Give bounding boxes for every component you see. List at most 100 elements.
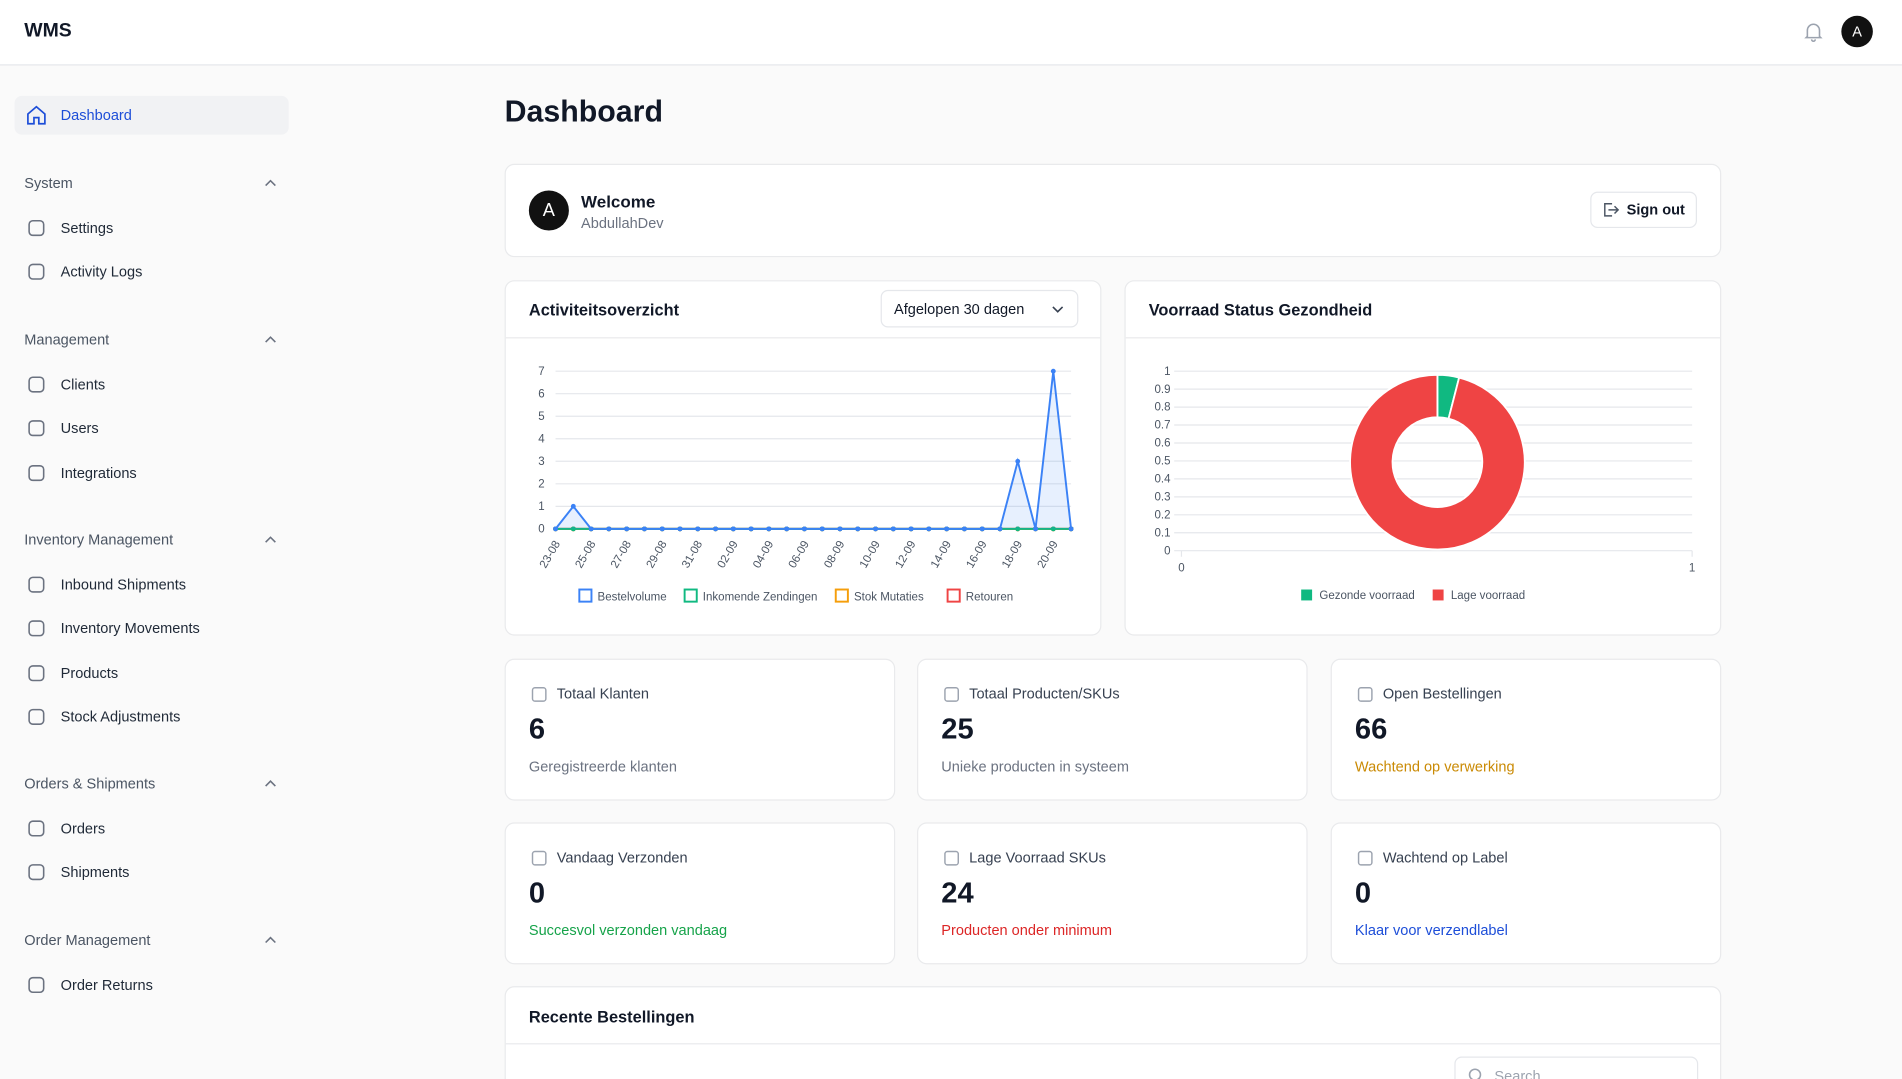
stat-note: Unieke producten in systeem bbox=[941, 758, 1129, 776]
nav-item[interactable]: Order Returns bbox=[15, 966, 289, 1005]
x-tick-label: 18-09 bbox=[1000, 539, 1025, 571]
data-point bbox=[1015, 458, 1021, 464]
x-tick-label: 25-08 bbox=[573, 539, 598, 571]
y-tick-label: 0.1 bbox=[1155, 527, 1171, 539]
nav-label: Orders bbox=[60, 819, 106, 837]
data-point bbox=[802, 526, 807, 532]
series-line bbox=[554, 371, 1073, 530]
stat-value: 24 bbox=[941, 876, 974, 910]
legend-swatch bbox=[578, 588, 593, 603]
group-chevron[interactable] bbox=[264, 335, 276, 345]
sign-out-button[interactable]: Sign out bbox=[1590, 191, 1697, 229]
x-tick-label: 23-08 bbox=[538, 539, 563, 571]
data-point bbox=[926, 526, 932, 532]
data-point bbox=[944, 526, 950, 532]
y-tick-label: 0.4 bbox=[1155, 474, 1172, 486]
nav-item[interactable]: Orders bbox=[15, 809, 289, 848]
data-point bbox=[837, 526, 843, 532]
stat-icon bbox=[1357, 687, 1373, 702]
chevron-path bbox=[265, 936, 276, 944]
x-tick-label: 04-09 bbox=[751, 539, 776, 571]
data-point bbox=[908, 526, 914, 532]
icon-shape bbox=[28, 219, 45, 237]
nav-group-title: Inventory Management bbox=[24, 531, 174, 549]
nav-icon bbox=[28, 820, 45, 837]
nav-item[interactable]: Shipments bbox=[15, 853, 289, 892]
range-select[interactable]: Afgelopen 30 dagen bbox=[880, 289, 1079, 328]
stat-value: 6 bbox=[528, 713, 546, 746]
nav-item[interactable]: Products bbox=[15, 653, 289, 692]
data-point bbox=[677, 526, 683, 532]
divider bbox=[505, 337, 1101, 339]
y-tick-label: 1 bbox=[538, 501, 544, 513]
nav-dashboard[interactable]: Dashboard bbox=[14, 95, 289, 135]
nav-item[interactable]: Inbound Shipments bbox=[15, 565, 289, 604]
stat-icon bbox=[531, 687, 547, 702]
data-point bbox=[1050, 368, 1056, 374]
data-point bbox=[606, 526, 612, 532]
stat-label: Lage Voorraad SKUs bbox=[969, 849, 1106, 867]
stat-label: Wachtend op Label bbox=[1382, 849, 1508, 867]
icon-shape bbox=[28, 820, 45, 837]
y-tick-label: 1 bbox=[1164, 366, 1170, 378]
x-tick-label: 08-09 bbox=[822, 539, 847, 571]
x-tick-label: 20-09 bbox=[1036, 539, 1061, 571]
nav-item[interactable]: Clients bbox=[15, 365, 289, 404]
stock-health-card: Voorraad Status Gezondheid 0 0.1 0.2 0.3 0.4… bbox=[1124, 280, 1722, 636]
data-point bbox=[873, 526, 878, 532]
data-point bbox=[784, 526, 790, 532]
notification-icon[interactable] bbox=[1803, 21, 1825, 43]
y-tick-label: 0.5 bbox=[1155, 456, 1171, 468]
nav-item[interactable]: Stock Adjustments bbox=[15, 697, 289, 736]
group-chevron[interactable] bbox=[264, 178, 276, 188]
stat-card: Lage Voorraad SKUs 24 Producten onder mini… bbox=[917, 822, 1308, 965]
nav-item[interactable]: Inventory Movements bbox=[15, 609, 289, 648]
data-point bbox=[730, 526, 736, 532]
nav-group-title: System bbox=[24, 174, 73, 192]
nav-label: Dashboard bbox=[60, 106, 132, 124]
chevron-path bbox=[265, 179, 276, 187]
stat-card: Open Bestellingen 66 Wachtend op verwerkin… bbox=[1330, 658, 1722, 801]
x-tick-label: 1 bbox=[1689, 562, 1695, 574]
card-title: Voorraad Status Gezondheid bbox=[1148, 300, 1373, 320]
group-chevron[interactable] bbox=[264, 535, 276, 545]
stat-icon bbox=[531, 850, 547, 866]
nav-label: Stock Adjustments bbox=[60, 708, 181, 726]
x-tick-label: 31-08 bbox=[680, 539, 705, 571]
group-chevron[interactable] bbox=[264, 779, 276, 789]
data-point bbox=[1033, 526, 1038, 532]
nav-icon bbox=[27, 105, 46, 125]
data-point bbox=[979, 526, 985, 532]
user-avatar[interactable]: A bbox=[1841, 15, 1873, 48]
nav-item[interactable]: Users bbox=[15, 409, 289, 448]
nav-item[interactable]: Settings bbox=[15, 209, 289, 248]
nav-item[interactable]: Activity Logs bbox=[15, 253, 289, 292]
data-point bbox=[713, 526, 718, 532]
divider bbox=[505, 1043, 1721, 1045]
x-tick-label: 02-09 bbox=[716, 539, 741, 571]
welcome-title: Welcome bbox=[581, 191, 656, 212]
card-title: Recente Bestellingen bbox=[528, 1008, 695, 1027]
stat-card: Totaal Klanten 6 Geregistreerde klanten bbox=[504, 658, 896, 801]
range-select-label: Afgelopen 30 dagen bbox=[893, 300, 1025, 318]
stat-note: Succesvol verzonden vandaag bbox=[528, 921, 728, 939]
nav-icon bbox=[28, 664, 45, 681]
icon-shape bbox=[944, 850, 959, 866]
group-chevron[interactable] bbox=[264, 935, 276, 945]
stat-label: Vandaag Verzonden bbox=[556, 849, 688, 867]
icon-shape bbox=[28, 864, 45, 881]
chevron-path bbox=[265, 780, 276, 787]
y-tick-label: 3 bbox=[538, 456, 544, 468]
x-tick-label: 10-09 bbox=[858, 539, 883, 571]
legend-swatch bbox=[683, 588, 698, 603]
data-point bbox=[748, 526, 754, 532]
search-input[interactable]: Search bbox=[1454, 1056, 1699, 1079]
icon-shape bbox=[28, 620, 45, 637]
nav-icon bbox=[28, 420, 45, 437]
icon-shape bbox=[28, 708, 45, 725]
nav-item[interactable]: Integrations bbox=[15, 453, 289, 492]
nav-icon bbox=[28, 264, 45, 281]
y-tick-label: 0.3 bbox=[1155, 491, 1171, 503]
